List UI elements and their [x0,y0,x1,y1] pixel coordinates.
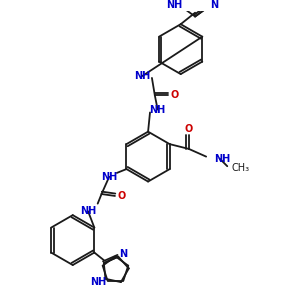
Text: NH: NH [214,154,230,164]
Text: O: O [118,191,126,201]
Text: NH: NH [134,71,150,81]
Text: N: N [211,0,219,10]
Text: N: N [119,249,127,259]
Text: NH: NH [167,0,183,10]
Text: NH: NH [90,277,106,287]
Text: O: O [171,90,179,100]
Text: CH₃: CH₃ [231,163,249,173]
Text: NH: NH [101,172,117,182]
Text: NH: NH [150,105,166,115]
Text: O: O [185,124,193,134]
Text: NH: NH [80,206,96,216]
